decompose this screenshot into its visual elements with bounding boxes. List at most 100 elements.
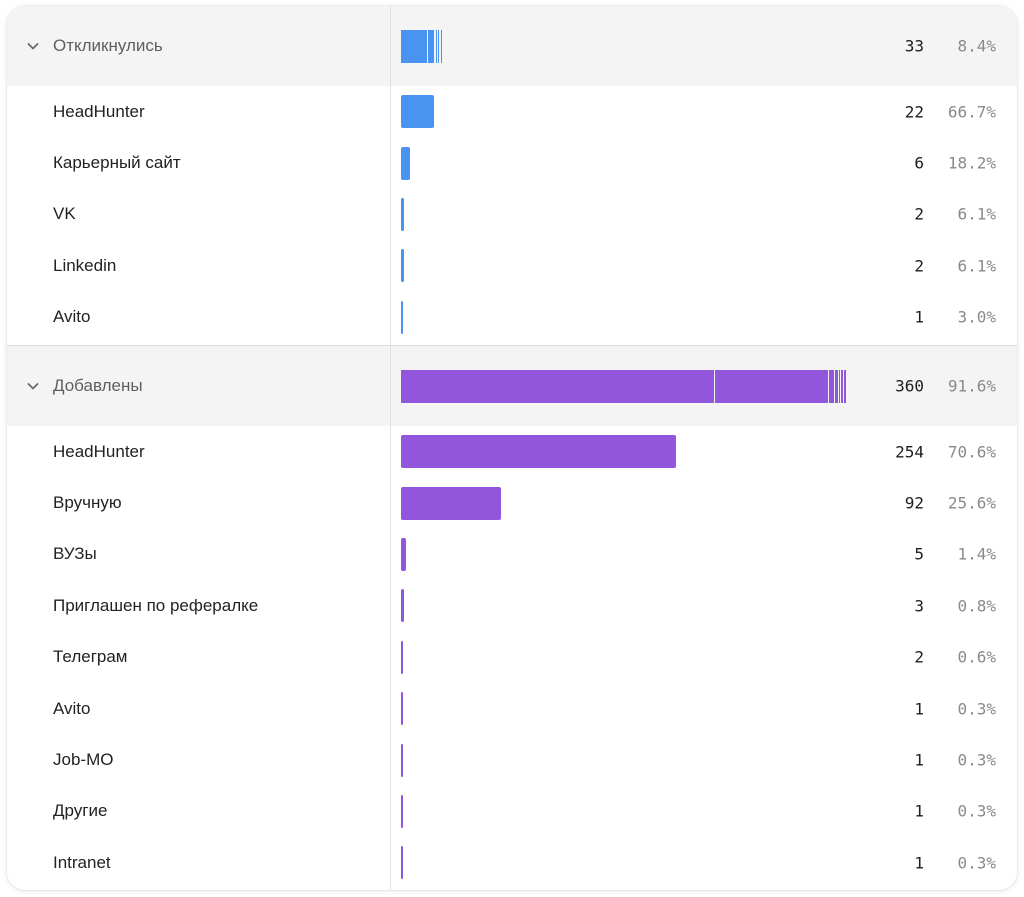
source-breakdown-card: Откликнулись 33 8.4% HeadHunter 22 66.7% Карье…: [7, 6, 1017, 890]
source-label: Другие: [53, 801, 108, 821]
source-label: Карьерный сайт: [53, 153, 181, 173]
source-percent: 0.3%: [957, 853, 996, 873]
source-percent: 0.6%: [957, 647, 996, 667]
source-bar-track: [401, 435, 887, 469]
source-bar: [401, 640, 404, 674]
source-percent: 0.3%: [957, 801, 996, 821]
source-count: 2: [794, 648, 924, 667]
source-row[interactable]: Linkedin 2 6.1%: [7, 240, 1017, 291]
source-bar-track: [401, 692, 887, 726]
source-label: Job-MO: [53, 750, 114, 770]
source-label: Linkedin: [53, 255, 117, 275]
source-count-value: 2: [914, 256, 924, 276]
source-count: 22: [794, 102, 924, 121]
source-bar-track: [401, 589, 887, 623]
source-count: 1: [794, 751, 924, 770]
source-bar-track: [401, 486, 887, 520]
group-count: 33: [794, 37, 924, 56]
source-count: 5: [794, 545, 924, 564]
source-bar-track: [401, 249, 887, 283]
source-row[interactable]: HeadHunter 254 70.6%: [7, 426, 1017, 477]
group-bar-segment: [715, 369, 828, 403]
source-count-value: 1: [914, 801, 924, 821]
group-separator: [7, 345, 1017, 346]
source-count: 1: [794, 308, 924, 327]
source-bar-track: [401, 537, 887, 571]
source-row[interactable]: ВУЗы 5 1.4%: [7, 529, 1017, 580]
group-count: 360: [794, 377, 924, 396]
source-label: Avito: [53, 698, 91, 718]
source-count-value: 92: [904, 493, 924, 513]
source-count-value: 1: [914, 750, 924, 770]
source-row[interactable]: Вручную 92 25.6%: [7, 477, 1017, 528]
source-row[interactable]: Intranet 1 0.3%: [7, 837, 1017, 888]
group-percent: 91.6%: [947, 376, 996, 396]
source-bar-track: [401, 146, 887, 180]
source-row[interactable]: Карьерный сайт 6 18.2%: [7, 137, 1017, 188]
source-percent: 6.1%: [957, 204, 996, 224]
group-bar-segment: [835, 369, 838, 403]
group-bar-segment: [841, 369, 843, 403]
group-row[interactable]: Добавлены 360 91.6%: [7, 346, 1017, 426]
source-count-value: 2: [914, 647, 924, 667]
source-count: 1: [794, 802, 924, 821]
group-bar-segment: [440, 29, 442, 63]
source-bar: [401, 589, 405, 623]
chevron-down-icon[interactable]: [24, 377, 42, 395]
group-stacked-bar: [401, 369, 887, 403]
source-label: Intranet: [53, 852, 111, 872]
source-row[interactable]: Job-MO 1 0.3%: [7, 734, 1017, 785]
source-row[interactable]: Avito 1 0.3%: [7, 683, 1017, 734]
source-count: 92: [794, 494, 924, 513]
source-count-value: 6: [914, 153, 924, 173]
group-bar-segment: [842, 369, 844, 403]
source-count-value: 254: [895, 442, 924, 462]
source-percent: 0.8%: [957, 596, 996, 616]
source-bar-track: [401, 95, 887, 129]
chevron-down-icon[interactable]: [24, 37, 42, 55]
group-bar-segment: [401, 369, 714, 403]
group-label: Добавлены: [53, 376, 143, 395]
source-count: 1: [794, 853, 924, 872]
source-percent: 18.2%: [947, 153, 996, 173]
group-row[interactable]: Откликнулись 33 8.4%: [7, 6, 1017, 86]
column-divider: [390, 6, 391, 890]
source-bar: [401, 95, 435, 129]
source-row[interactable]: HeadHunter 22 66.7%: [7, 86, 1017, 137]
source-count: 2: [794, 256, 924, 275]
source-count: 254: [794, 442, 924, 461]
source-row[interactable]: Avito 1 3.0%: [7, 292, 1017, 343]
source-bar-track: [401, 794, 887, 828]
source-count: 3: [794, 596, 924, 615]
source-row[interactable]: Телеграм 2 0.6%: [7, 632, 1017, 683]
group-bar-segment: [828, 369, 834, 403]
group-bar-segment: [843, 369, 845, 403]
group-bar-segment: [428, 29, 435, 63]
source-bar: [401, 146, 411, 180]
group-percent: 8.4%: [957, 36, 996, 56]
source-count: 1: [794, 699, 924, 718]
source-bar: [401, 486, 501, 520]
source-bar-track: [401, 640, 887, 674]
source-label: HeadHunter: [53, 101, 145, 121]
source-percent: 0.3%: [957, 699, 996, 719]
source-bar: [401, 249, 405, 283]
source-count-value: 1: [914, 853, 924, 873]
source-bar-track: [401, 300, 887, 334]
source-percent: 70.6%: [947, 442, 996, 462]
source-count-value: 5: [914, 544, 924, 564]
source-bar: [401, 300, 403, 334]
source-row[interactable]: VK 2 6.1%: [7, 189, 1017, 240]
source-row[interactable]: Приглашен по рефералке 3 0.8%: [7, 580, 1017, 631]
source-bar: [401, 197, 405, 231]
source-label: VK: [53, 204, 76, 224]
source-count-value: 1: [914, 307, 924, 327]
group-label: Откликнулись: [53, 36, 163, 55]
source-percent: 6.1%: [957, 256, 996, 276]
source-count-value: 2: [914, 204, 924, 224]
source-count-value: 1: [914, 699, 924, 719]
source-row[interactable]: Другие 1 0.3%: [7, 786, 1017, 837]
source-percent: 25.6%: [947, 493, 996, 513]
group-bar-segment: [401, 29, 427, 63]
source-label: HeadHunter: [53, 441, 145, 461]
